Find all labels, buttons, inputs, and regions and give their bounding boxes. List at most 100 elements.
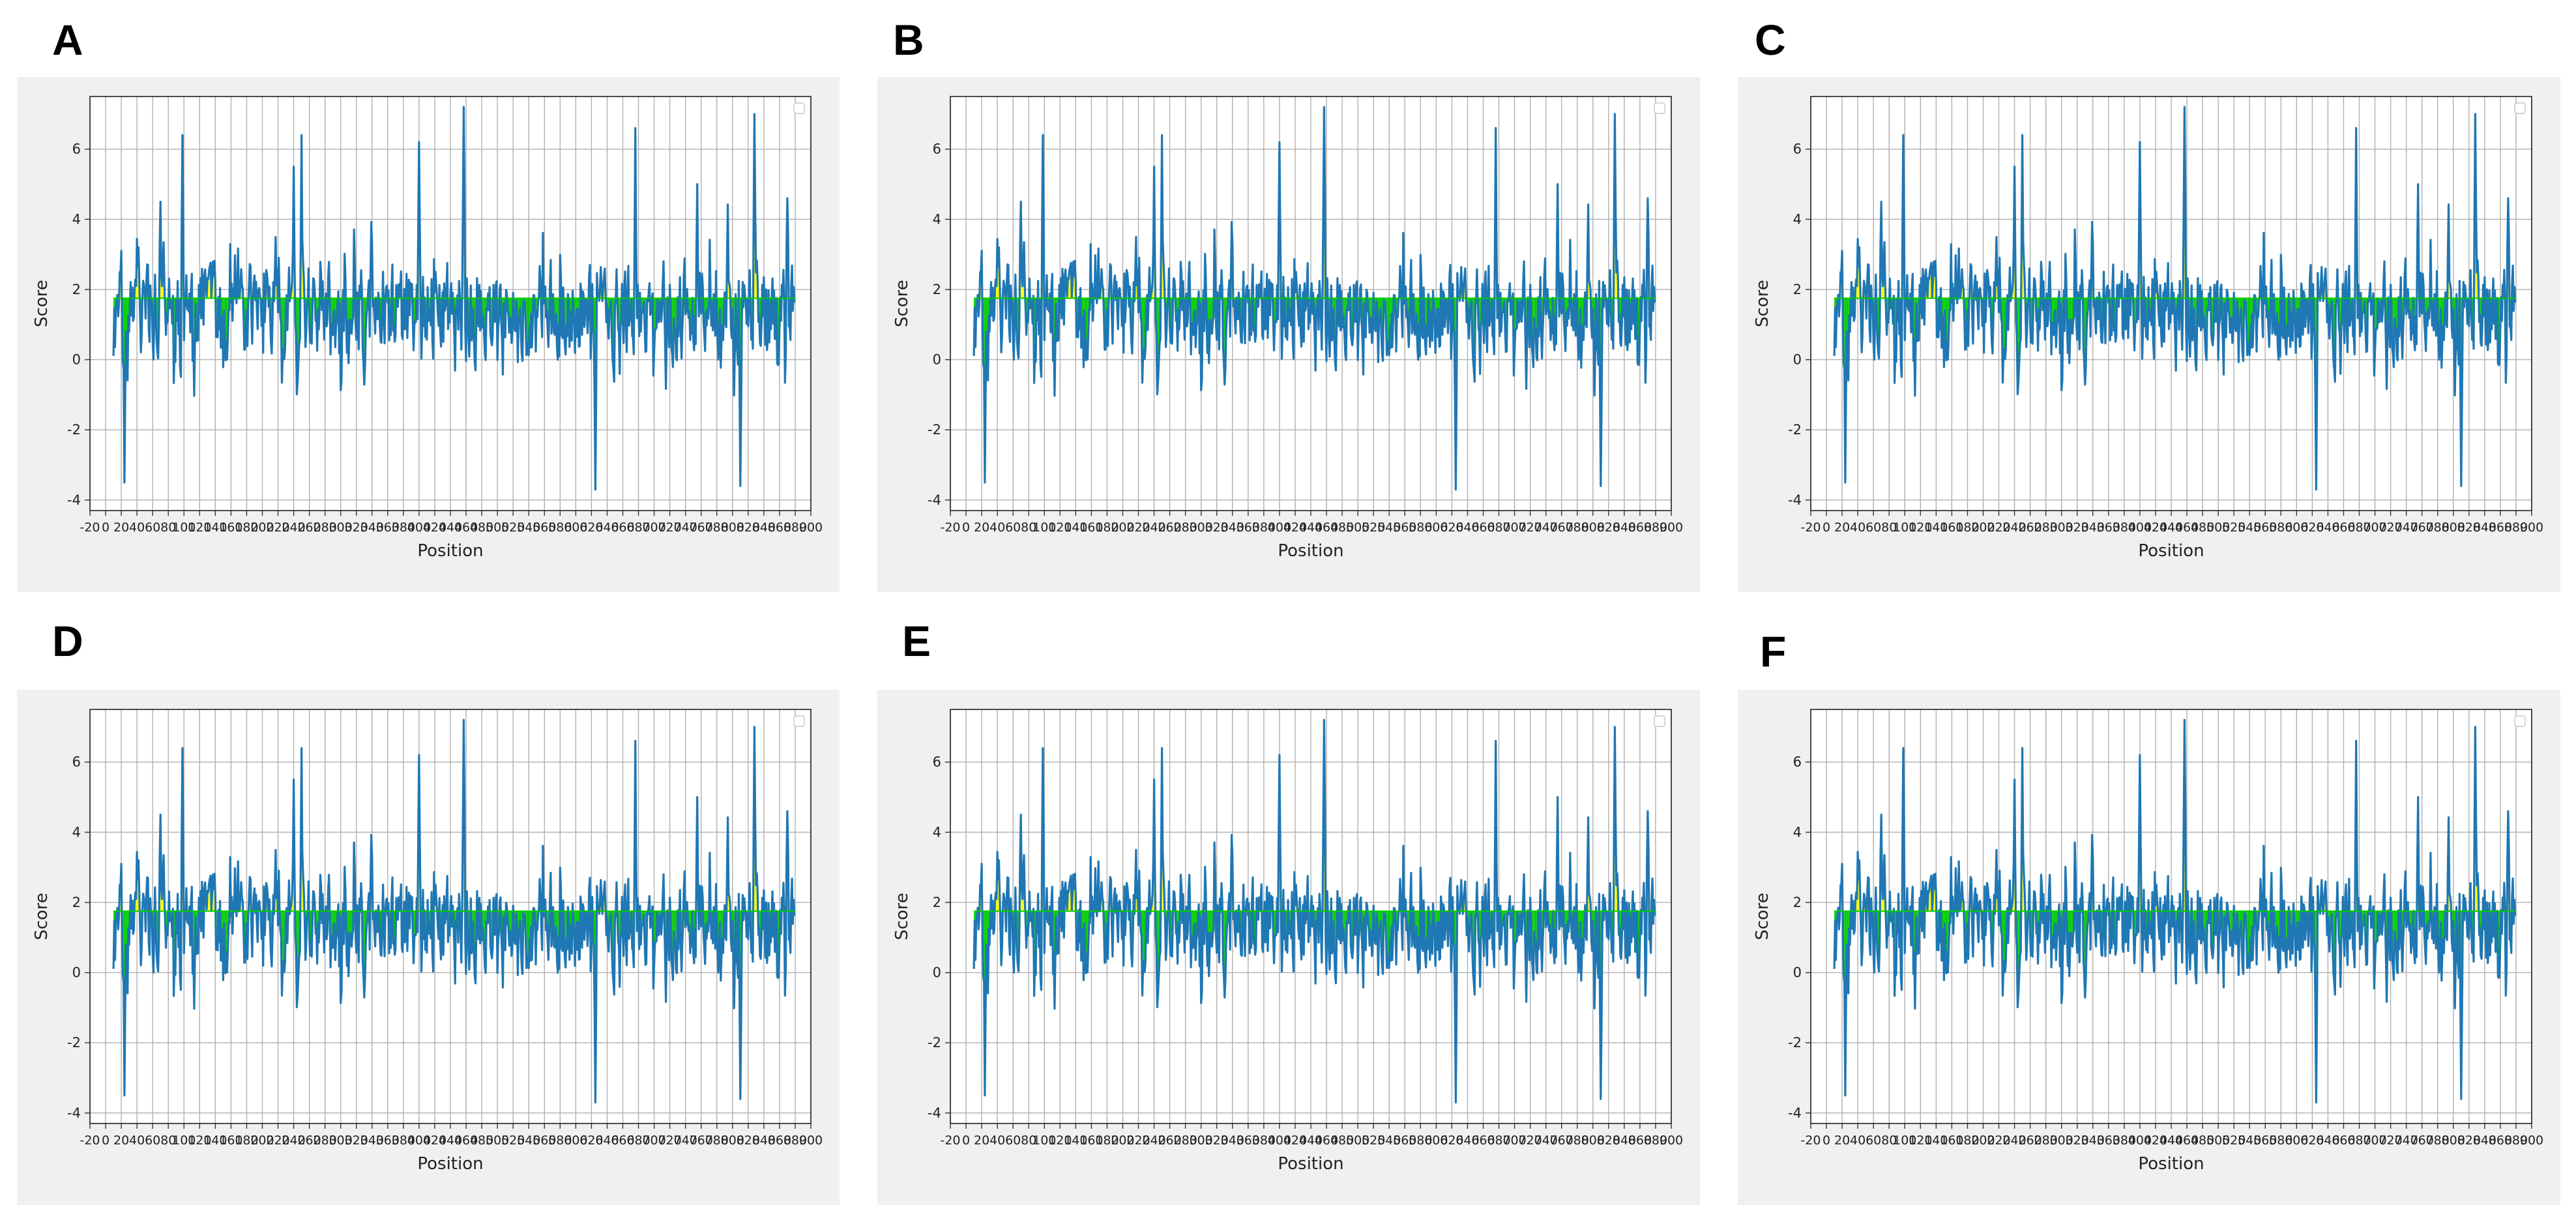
y-tick-label: 6 bbox=[1793, 141, 1802, 157]
x-tick-label: 20 bbox=[113, 520, 129, 535]
y-tick-label: 2 bbox=[933, 282, 941, 297]
panel-label-c: C bbox=[1755, 18, 1786, 61]
panel-label-f: F bbox=[1760, 630, 1786, 673]
below-threshold-fill bbox=[2150, 298, 2151, 310]
x-tick-label: 20 bbox=[974, 1133, 989, 1148]
y-tick-label: 2 bbox=[72, 282, 81, 297]
x-tick-label: 0 bbox=[102, 520, 110, 535]
x-tick-label: 40 bbox=[989, 1133, 1005, 1148]
y-tick-label: 0 bbox=[1793, 352, 1802, 368]
x-tick-label: 900 bbox=[2520, 520, 2543, 535]
y-tick-label: 2 bbox=[933, 895, 941, 910]
legend-box bbox=[1654, 103, 1665, 113]
y-tick-label: -4 bbox=[928, 1105, 941, 1121]
y-tick-label: 4 bbox=[1793, 211, 1802, 227]
below-threshold-fill bbox=[331, 298, 332, 325]
y-tick-label: -4 bbox=[67, 1105, 81, 1121]
y-tick-label: 4 bbox=[72, 824, 81, 840]
y-axis-label: Score bbox=[32, 893, 51, 940]
below-threshold-fill bbox=[331, 911, 332, 938]
below-threshold-fill bbox=[283, 298, 284, 353]
x-tick-label: 40 bbox=[1850, 520, 1866, 535]
y-tick-label: 4 bbox=[933, 211, 941, 227]
x-tick-label: 0 bbox=[962, 1133, 970, 1148]
y-tick-label: 4 bbox=[72, 211, 81, 227]
y-tick-label: -4 bbox=[1788, 492, 1802, 508]
x-tick-label: 20 bbox=[113, 1133, 129, 1148]
y-tick-label: 6 bbox=[933, 141, 941, 157]
legend-box bbox=[794, 103, 804, 113]
x-tick-label: 20 bbox=[974, 520, 989, 535]
x-tick-label: 0 bbox=[962, 520, 970, 535]
x-tick-label: 40 bbox=[989, 520, 1005, 535]
x-tick-label: -20 bbox=[80, 1133, 100, 1148]
x-axis-label: Position bbox=[2138, 541, 2204, 561]
y-tick-label: -2 bbox=[67, 1035, 81, 1050]
x-tick-label: 60 bbox=[1866, 520, 1881, 535]
below-threshold-fill bbox=[1290, 911, 1291, 923]
x-tick-label: 0 bbox=[102, 1133, 110, 1148]
y-axis-label: Score bbox=[1753, 280, 1772, 327]
y-tick-label: 2 bbox=[1793, 282, 1802, 297]
legend-box bbox=[2515, 103, 2525, 113]
y-tick-label: -4 bbox=[928, 492, 941, 508]
x-tick-label: 20 bbox=[1834, 520, 1850, 535]
x-tick-label: 40 bbox=[129, 1133, 145, 1148]
y-tick-label: -2 bbox=[1788, 422, 1802, 438]
below-threshold-fill bbox=[1143, 911, 1144, 966]
panel-label-e: E bbox=[902, 619, 931, 662]
x-tick-label: 40 bbox=[129, 520, 145, 535]
below-threshold-fill bbox=[283, 911, 284, 966]
y-tick-label: -4 bbox=[67, 492, 81, 508]
x-axis-label: Position bbox=[1278, 541, 1343, 561]
y-tick-label: -2 bbox=[67, 422, 81, 438]
y-tick-label: 0 bbox=[933, 965, 941, 981]
panel-label-d: D bbox=[52, 619, 83, 662]
x-tick-label: 900 bbox=[799, 520, 823, 535]
y-axis-label: Score bbox=[32, 280, 51, 327]
x-tick-label: 900 bbox=[1660, 520, 1683, 535]
y-axis-label: Score bbox=[892, 280, 912, 327]
y-tick-label: 0 bbox=[72, 965, 81, 981]
y-tick-label: 2 bbox=[72, 895, 81, 910]
legend-box bbox=[794, 716, 804, 726]
below-threshold-fill bbox=[1143, 298, 1144, 353]
panel-label-b: B bbox=[893, 18, 924, 61]
x-tick-label: -20 bbox=[1800, 520, 1821, 535]
y-tick-label: -2 bbox=[928, 422, 941, 438]
y-tick-label: -2 bbox=[928, 1035, 941, 1050]
x-tick-label: 60 bbox=[145, 1133, 160, 1148]
x-tick-label: 0 bbox=[1822, 520, 1830, 535]
x-axis-label: Position bbox=[417, 541, 483, 561]
x-tick-label: -20 bbox=[940, 1133, 960, 1148]
below-threshold-fill bbox=[527, 911, 528, 960]
x-tick-label: 60 bbox=[1005, 1133, 1021, 1148]
y-tick-label: 6 bbox=[72, 141, 81, 157]
below-threshold-fill bbox=[527, 298, 528, 348]
y-tick-label: 0 bbox=[72, 352, 81, 368]
below-threshold-fill bbox=[1290, 298, 1291, 310]
x-tick-label: 900 bbox=[1660, 1133, 1683, 1148]
x-tick-label: -20 bbox=[80, 520, 100, 535]
x-tick-label: 900 bbox=[799, 1133, 823, 1148]
panel-label-a: A bbox=[52, 18, 83, 61]
y-tick-label: 6 bbox=[933, 754, 941, 770]
x-tick-label: -20 bbox=[940, 520, 960, 535]
below-threshold-fill bbox=[2052, 298, 2053, 325]
y-tick-label: 0 bbox=[933, 352, 941, 368]
y-tick-label: 6 bbox=[72, 754, 81, 770]
x-axis-label: Position bbox=[417, 1154, 483, 1174]
x-tick-label: 60 bbox=[145, 520, 160, 535]
x-tick-label: 60 bbox=[1005, 520, 1021, 535]
y-tick-label: 4 bbox=[933, 824, 941, 840]
